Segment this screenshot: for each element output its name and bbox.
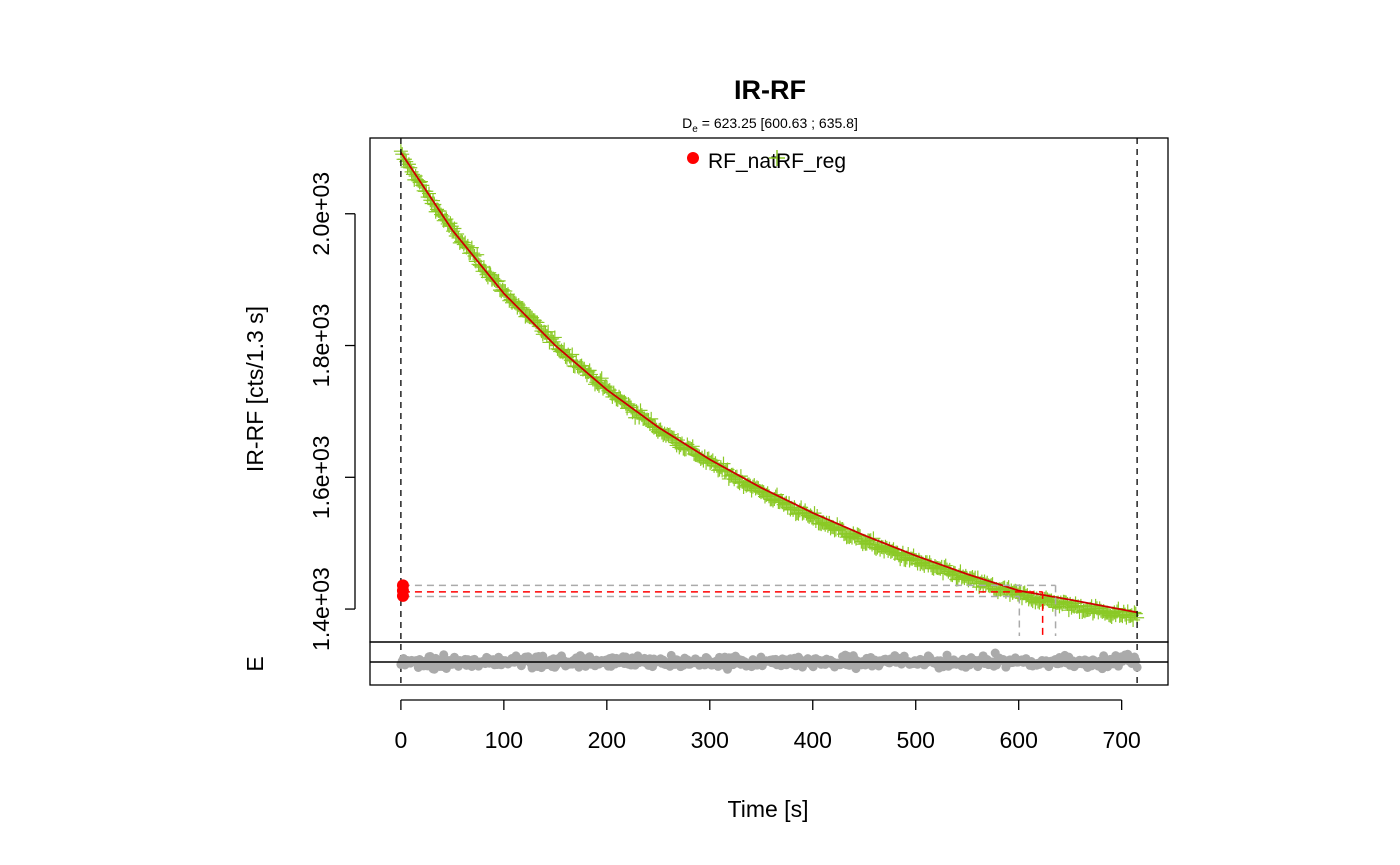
- residual-axis-label: E: [242, 656, 268, 671]
- rf-reg-point: [883, 544, 898, 559]
- residual-points: [396, 648, 1142, 674]
- x-tick-label: 400: [794, 727, 832, 753]
- rf-reg-point: [562, 349, 577, 364]
- residual-plot-frame: [369, 641, 1169, 686]
- y-tick-label: 2.0e+03: [308, 172, 334, 256]
- rf-reg-point: [594, 371, 609, 386]
- rf-reg-point: [966, 572, 981, 587]
- rf-reg-point: [487, 273, 502, 288]
- rf-reg-point: [482, 265, 497, 280]
- main-plot-area: [369, 137, 1169, 685]
- legend-marker-rf-reg: [769, 150, 785, 166]
- rf-reg-point: [448, 228, 463, 243]
- chart-subtitle: De = 623.25 [600.63 ; 635.8]: [682, 115, 858, 135]
- legend: RF_nat RF_reg: [687, 150, 846, 173]
- rf-reg-point: [574, 358, 589, 373]
- rf-reg-point: [577, 361, 592, 376]
- rf-reg-point: [1040, 592, 1055, 607]
- rf-reg-point: [471, 257, 486, 272]
- x-tick-label: 300: [691, 727, 729, 753]
- fit-curve: [400, 152, 1138, 614]
- rf-reg-point: [1075, 604, 1090, 619]
- x-tick-label: 500: [897, 727, 935, 753]
- x-axis-label: Time [s]: [728, 796, 809, 822]
- rf-reg-point: [596, 381, 611, 396]
- rf-reg-point: [610, 392, 625, 407]
- y-axis: 1.4e+03 1.6e+03 1.8e+03 2.0e+03: [308, 172, 356, 651]
- rf-reg-point: [936, 566, 951, 581]
- x-tick-label: 0: [394, 727, 407, 753]
- rf-reg-point: [1039, 590, 1054, 605]
- rf-reg-point: [1068, 596, 1083, 611]
- rf-reg-point: [547, 330, 562, 345]
- y-tick-label: 1.8e+03: [308, 304, 334, 388]
- rf-reg-point: [586, 369, 601, 384]
- rf-reg-point: [1081, 602, 1096, 617]
- rf-reg-point: [818, 517, 833, 532]
- x-tick-label: 600: [1000, 727, 1038, 753]
- subtitle-subscript: e: [692, 124, 698, 135]
- rf-reg-point: [727, 472, 742, 487]
- rf-nat-point: [396, 589, 409, 602]
- x-axis: 0 100 200 300 400 500 600 700: [394, 699, 1141, 753]
- rf-reg-point: [873, 542, 888, 557]
- x-tick-label: 700: [1102, 727, 1140, 753]
- main-plot-frame: [369, 137, 1169, 643]
- x-tick-label: 200: [588, 727, 626, 753]
- rf-reg-point: [859, 536, 874, 551]
- legend-label-rf-reg: RF_reg: [776, 150, 846, 173]
- rf-reg-point: [1095, 604, 1110, 619]
- rf-reg-point: [803, 508, 818, 523]
- rf-reg-point: [1126, 612, 1141, 627]
- rf-reg-points: [393, 144, 1145, 627]
- rf-reg-point: [613, 391, 628, 406]
- rf-reg-point: [412, 175, 427, 190]
- rf-reg-point: [468, 254, 483, 269]
- rf-reg-point: [583, 367, 598, 382]
- rf-reg-point: [506, 294, 521, 309]
- legend-label-rf-nat: RF_nat: [708, 150, 777, 173]
- y-tick-label: 1.6e+03: [308, 435, 334, 519]
- chart-title: IR-RF: [734, 75, 806, 105]
- rf-reg-point: [747, 478, 762, 493]
- rf-reg-point: [683, 441, 698, 456]
- rf-reg-point: [563, 353, 578, 368]
- residual-plot-area: [369, 641, 1169, 686]
- y-axis-label: IR-RF [cts/1.3 s]: [242, 306, 268, 472]
- subtitle-value: = 623.25 [600.63 ; 635.8]: [698, 115, 858, 131]
- rf-reg-point: [450, 226, 465, 241]
- rf-reg-point: [602, 383, 617, 398]
- rf-reg-point: [550, 341, 565, 356]
- rf-reg-point: [466, 246, 481, 261]
- rf-reg-point: [541, 324, 556, 339]
- subtitle-symbol: D: [682, 115, 692, 131]
- rf-reg-point: [869, 541, 884, 556]
- rf-reg-point: [513, 300, 528, 315]
- rf-reg-point: [535, 327, 550, 342]
- rf-reg-point: [857, 535, 872, 550]
- legend-marker-rf-nat: [687, 152, 699, 164]
- rf-reg-point: [831, 523, 846, 538]
- rf-nat-point: [396, 579, 409, 592]
- x-tick-label: 100: [485, 727, 523, 753]
- rf-reg-point: [621, 397, 636, 412]
- rf-reg-point: [559, 350, 574, 365]
- rf-reg-point: [664, 429, 679, 444]
- rf-reg-point: [409, 172, 424, 187]
- rf-reg-point: [486, 271, 501, 286]
- residual-point: [1132, 662, 1142, 672]
- rf-reg-point: [1057, 594, 1072, 609]
- y-tick-label: 1.4e+03: [308, 567, 334, 651]
